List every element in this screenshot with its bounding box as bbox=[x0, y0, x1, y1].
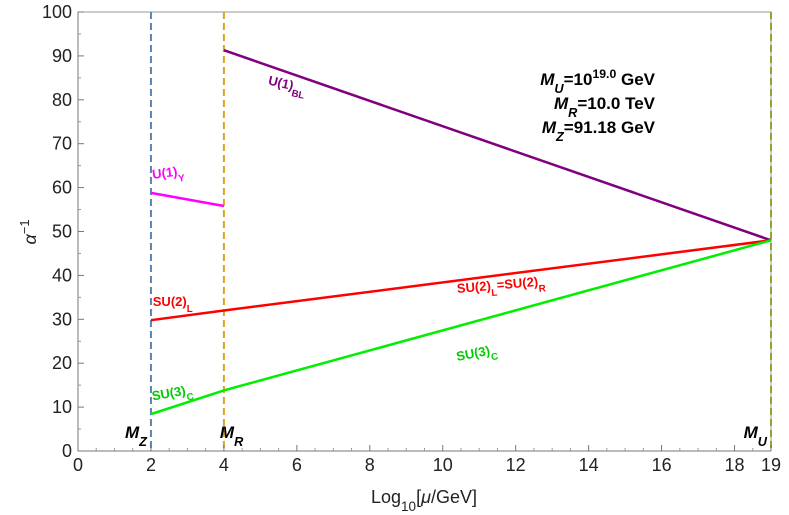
line-label-su2l: SU(2)L bbox=[153, 294, 193, 315]
x-tick-label: 2 bbox=[146, 455, 156, 475]
info-line: MZ=91.18 GeV bbox=[542, 118, 656, 144]
x-tick-label: 16 bbox=[652, 455, 672, 475]
x-tick-label: 6 bbox=[292, 455, 302, 475]
scale-mark-mu: MU bbox=[744, 423, 768, 449]
y-tick-label: 80 bbox=[52, 90, 72, 110]
y-tick-label: 60 bbox=[52, 178, 72, 198]
series-line-u1y bbox=[150, 191, 225, 208]
series-line-su3c-high bbox=[223, 239, 772, 392]
line-label-u1y: U(1)Y bbox=[151, 163, 186, 187]
y-axis-title: α−1 bbox=[17, 219, 41, 244]
y-tick-label: 40 bbox=[52, 265, 72, 285]
x-tick-label: 0 bbox=[73, 455, 83, 475]
y-tick-label: 100 bbox=[42, 2, 72, 22]
line-label-u1bl: U(1)BL bbox=[266, 73, 308, 102]
x-axis-title: Log10[μ/GeV] bbox=[371, 487, 477, 514]
y-tick-label: 70 bbox=[52, 134, 72, 154]
line-label-su3c-low: SU(3)C bbox=[151, 382, 195, 409]
x-tick-label: 14 bbox=[579, 455, 599, 475]
y-tick-label: 90 bbox=[52, 46, 72, 66]
series-line-su2lr bbox=[223, 239, 772, 312]
series-line-su3c-low bbox=[150, 389, 225, 416]
y-tick-label: 50 bbox=[52, 222, 72, 242]
scale-mark-mz: MZ bbox=[125, 423, 148, 449]
scale-mark-mr: MR bbox=[220, 423, 244, 449]
info-line: MR=10.0 TeV bbox=[554, 94, 656, 120]
x-tick-label: 19 bbox=[761, 455, 781, 475]
x-tick-label: 12 bbox=[506, 455, 526, 475]
x-tick-label: 10 bbox=[433, 455, 453, 475]
info-line: MU=1019.0 GeV bbox=[540, 67, 655, 96]
y-tick-label: 20 bbox=[52, 353, 72, 373]
x-tick-label: 18 bbox=[725, 455, 745, 475]
line-label-su3c-high: SU(3)C bbox=[455, 341, 499, 369]
line-label-su2lr: SU(2)L=SU(2)R bbox=[456, 273, 546, 301]
y-tick-label: 30 bbox=[52, 309, 72, 329]
x-tick-label: 8 bbox=[365, 455, 375, 475]
x-tick-label: 4 bbox=[219, 455, 229, 475]
series-line-u1bl bbox=[223, 49, 772, 242]
y-tick-label: 10 bbox=[52, 397, 72, 417]
series-line-su2l bbox=[150, 309, 225, 322]
y-tick-label: 0 bbox=[62, 441, 72, 461]
